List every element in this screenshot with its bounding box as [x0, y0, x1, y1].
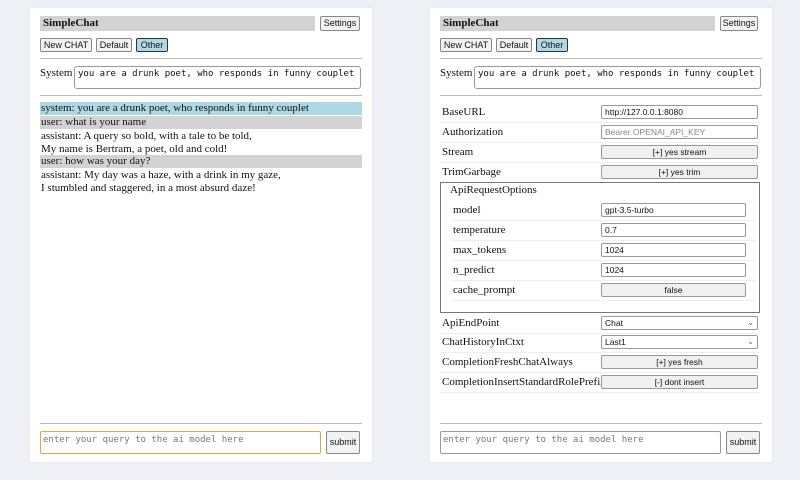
- setting-completion-insert: CompletionInsertStandardRolePrefix [-] d…: [440, 373, 760, 393]
- setting-n-predict: n_predict 1024: [451, 261, 756, 281]
- divider: [40, 58, 362, 59]
- message-text: My name is Bertram, a poet, old and cold…: [41, 142, 228, 155]
- setting-label: TrimGarbage: [442, 166, 501, 178]
- setting-label: temperature: [453, 224, 506, 236]
- setting-base-url: BaseURL http://127.0.0.1:8080: [440, 103, 760, 123]
- completion-insert-toggle-button[interactable]: [-] dont insert: [601, 375, 758, 389]
- setting-trim-garbage: TrimGarbage [+] yes trim: [440, 163, 760, 183]
- divider: [440, 58, 762, 59]
- setting-label: CompletionFreshChatAlways: [442, 356, 573, 368]
- query-input[interactable]: enter your query to the ai model here: [40, 431, 321, 454]
- app-title: SimpleChat: [440, 16, 715, 31]
- divider: [40, 95, 362, 96]
- chat-message-assistant: assistant: My day was a haze, with a dri…: [40, 169, 362, 194]
- setting-label: Authorization: [442, 126, 504, 138]
- api-request-options-fieldset: model gpt-3.5-turbo temperature 0.7 max_…: [440, 182, 760, 313]
- setting-label: CompletionInsertStandardRolePrefix: [442, 376, 606, 388]
- new-chat-button[interactable]: New CHAT: [440, 38, 492, 52]
- setting-api-endpoint: ApiEndPoint Chat ⌄: [440, 314, 760, 334]
- setting-completion-fresh: CompletionFreshChatAlways [+] yes fresh: [440, 353, 760, 373]
- chevron-down-icon: ⌄: [747, 337, 754, 346]
- completion-fresh-toggle-button[interactable]: [+] yes fresh: [601, 355, 758, 369]
- settings-button[interactable]: Settings: [720, 16, 758, 31]
- settings-panel: SimpleChat Settings New CHAT Default Oth…: [430, 8, 772, 462]
- query-input[interactable]: enter your query to the ai model here: [440, 431, 721, 454]
- authorization-input[interactable]: Bearer OPENAI_API_KEY: [601, 125, 758, 139]
- n-predict-input[interactable]: 1024: [601, 263, 746, 277]
- divider: [40, 423, 362, 424]
- fieldset-legend: ApiRequestOptions: [448, 184, 539, 196]
- settings-button[interactable]: Settings: [320, 16, 360, 31]
- setting-label: ChatHistoryInCtxt: [442, 336, 524, 348]
- message-text: I stumbled and staggered, in a most absu…: [41, 181, 256, 194]
- message-text: system: you are a drunk poet, who respon…: [41, 102, 309, 114]
- chat-message-system: system: you are a drunk poet, who respon…: [40, 102, 362, 115]
- trim-garbage-toggle-button[interactable]: [+] yes trim: [601, 165, 758, 179]
- submit-button[interactable]: submit: [326, 431, 360, 454]
- setting-chat-history: ChatHistoryInCtxt Last1 ⌄: [440, 333, 760, 353]
- new-chat-button[interactable]: New CHAT: [40, 38, 92, 52]
- setting-label: ApiEndPoint: [442, 317, 500, 329]
- setting-max-tokens: max_tokens 1024: [451, 241, 756, 261]
- message-text: user: how was your day?: [41, 155, 151, 167]
- chevron-down-icon: ⌄: [747, 318, 754, 327]
- app-title: SimpleChat: [40, 16, 315, 31]
- default-chat-button[interactable]: Default: [96, 38, 132, 52]
- setting-stream: Stream [+] yes stream: [440, 143, 760, 163]
- setting-label: Stream: [442, 146, 474, 158]
- divider: [440, 423, 762, 424]
- setting-label: model: [453, 204, 481, 216]
- selected-value: Chat: [605, 318, 623, 328]
- setting-label: n_predict: [453, 264, 495, 276]
- temperature-input[interactable]: 0.7: [601, 223, 746, 237]
- setting-label: max_tokens: [453, 244, 507, 256]
- model-input[interactable]: gpt-3.5-turbo: [601, 203, 746, 217]
- max-tokens-input[interactable]: 1024: [601, 243, 746, 257]
- chat-message-assistant: assistant: A query so bold, with a tale …: [40, 130, 362, 155]
- setting-cache-prompt: cache_prompt false: [451, 281, 756, 301]
- other-chat-button[interactable]: Other: [536, 38, 568, 52]
- stream-toggle-button[interactable]: [+] yes stream: [601, 145, 758, 159]
- setting-label: cache_prompt: [453, 284, 516, 296]
- selected-value: Last1: [605, 337, 626, 347]
- chat-panel: SimpleChat Settings New CHAT Default Oth…: [30, 8, 372, 462]
- system-label: System: [440, 67, 473, 79]
- setting-model: model gpt-3.5-turbo: [451, 201, 756, 221]
- chat-message-user: user: how was your day?: [40, 155, 362, 168]
- divider: [440, 95, 762, 96]
- other-chat-button[interactable]: Other: [136, 38, 168, 52]
- setting-label: BaseURL: [442, 106, 486, 118]
- message-text: assistant: My day was a haze, with a dri…: [41, 169, 281, 181]
- default-chat-button[interactable]: Default: [496, 38, 532, 52]
- submit-button[interactable]: submit: [726, 431, 760, 454]
- system-label: System: [40, 67, 73, 79]
- system-prompt-input[interactable]: you are a drunk poet, who responds in fu…: [74, 66, 361, 89]
- message-text: user: what is your name: [41, 116, 147, 128]
- base-url-input[interactable]: http://127.0.0.1:8080: [601, 105, 758, 119]
- cache-prompt-toggle-button[interactable]: false: [601, 283, 746, 297]
- message-text: assistant: A query so bold, with a tale …: [41, 130, 252, 142]
- setting-authorization: Authorization Bearer OPENAI_API_KEY: [440, 123, 760, 143]
- chat-message-user: user: what is your name: [40, 116, 362, 129]
- api-endpoint-select[interactable]: Chat ⌄: [601, 316, 758, 330]
- chat-history-select[interactable]: Last1 ⌄: [601, 335, 758, 349]
- system-prompt-input[interactable]: you are a drunk poet, who responds in fu…: [474, 66, 761, 89]
- setting-temperature: temperature 0.7: [451, 221, 756, 241]
